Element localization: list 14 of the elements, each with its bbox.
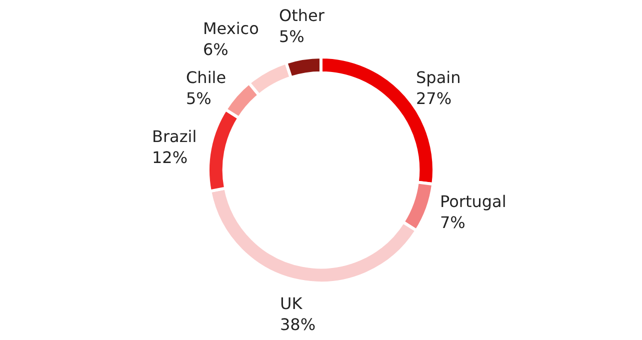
data-label: 38% xyxy=(280,314,316,334)
slice-label: Other xyxy=(279,6,325,25)
data-label: 5% xyxy=(186,88,212,108)
slice-label: Brazil xyxy=(152,127,197,146)
data-label: 27% xyxy=(416,88,452,108)
data-label: 7% xyxy=(440,212,466,232)
slice-label: Spain xyxy=(416,68,461,87)
slice-label: UK xyxy=(280,294,303,313)
slice-label: Chile xyxy=(186,68,226,87)
slice-label: Portugal xyxy=(440,192,506,211)
data-label: 12% xyxy=(152,148,188,167)
slice-label: Mexico xyxy=(203,19,259,38)
data-label: 5% xyxy=(279,26,304,46)
data-label: 6% xyxy=(203,40,228,59)
